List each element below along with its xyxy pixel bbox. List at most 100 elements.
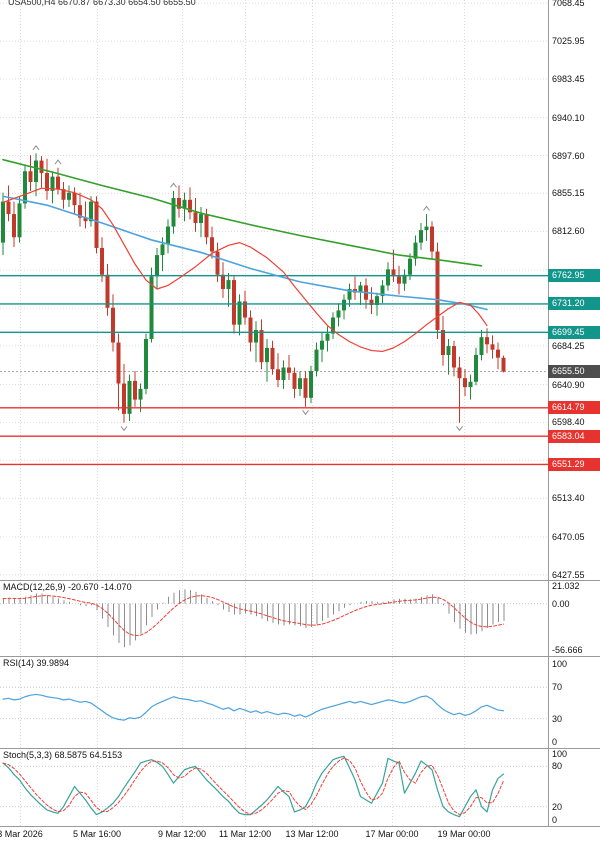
- candle: [259, 330, 264, 363]
- candle: [144, 338, 148, 389]
- candle: [182, 199, 187, 209]
- candle: [309, 371, 313, 398]
- candle: [61, 189, 66, 200]
- candle: [314, 349, 319, 372]
- candle: [276, 369, 280, 380]
- candle: [474, 355, 478, 382]
- candle: [419, 230, 423, 243]
- candle: [160, 244, 165, 256]
- candle: [171, 198, 176, 227]
- candle: [325, 333, 330, 341]
- fractal-arrow-icon: [170, 182, 177, 188]
- candle: [188, 199, 192, 213]
- candle: [105, 274, 110, 308]
- candle: [468, 381, 473, 388]
- candle: [127, 380, 132, 414]
- candle: [435, 251, 440, 331]
- candle: [89, 201, 93, 222]
- candle: [342, 299, 346, 311]
- candle: [45, 173, 49, 191]
- price-layer: [0, 145, 548, 466]
- candle: [56, 176, 60, 190]
- candle: [452, 346, 456, 368]
- candle: [424, 226, 429, 231]
- candle: [138, 388, 143, 400]
- candle: [133, 380, 137, 400]
- candle: [397, 276, 401, 284]
- candle: [270, 347, 275, 370]
- candle: [331, 317, 335, 334]
- candle: [281, 367, 286, 380]
- candle: [111, 307, 115, 343]
- candle: [149, 276, 154, 339]
- fractal-arrow-icon: [456, 426, 463, 432]
- candle: [12, 214, 16, 238]
- candle: [39, 160, 44, 174]
- candle: [226, 280, 231, 290]
- candle: [496, 349, 500, 358]
- fractal-arrow-icon: [120, 426, 128, 432]
- candle: [430, 226, 434, 252]
- candle: [210, 237, 214, 252]
- candle: [369, 299, 374, 306]
- candle: [265, 347, 269, 363]
- candle: [232, 280, 236, 325]
- candle: [292, 372, 297, 389]
- candle: [122, 383, 126, 414]
- candle: [34, 160, 38, 182]
- candle: [116, 342, 121, 384]
- candle: [199, 214, 203, 223]
- indicator-layer: [0, 580, 600, 818]
- candle: [479, 337, 484, 356]
- candle: [221, 274, 225, 290]
- candle: [166, 226, 170, 245]
- candle: [193, 212, 198, 223]
- candle: [237, 301, 242, 325]
- candle: [375, 296, 379, 306]
- candle: [23, 171, 27, 204]
- candle: [17, 203, 22, 238]
- candle: [215, 251, 220, 275]
- candle: [100, 247, 104, 275]
- candle: [408, 258, 412, 275]
- candle: [303, 378, 308, 398]
- candle: [391, 269, 396, 277]
- candle: [320, 340, 324, 350]
- candle: [347, 289, 352, 300]
- candle: [358, 285, 363, 293]
- candle: [298, 378, 302, 389]
- candle: [94, 201, 99, 248]
- candle: [402, 274, 407, 284]
- candle: [287, 367, 291, 373]
- fractal-arrow-icon: [54, 159, 62, 165]
- candle: [204, 214, 209, 238]
- candle: [336, 310, 341, 318]
- candle: [441, 330, 445, 356]
- candle: [501, 357, 506, 372]
- candle: [72, 192, 77, 206]
- fractal-arrow-icon: [32, 145, 40, 151]
- candle: [446, 346, 451, 356]
- candle: [413, 242, 418, 259]
- fractal-arrow-icon: [423, 205, 430, 211]
- candle: [155, 255, 159, 277]
- candle: [243, 301, 247, 318]
- candle: [248, 317, 253, 343]
- candle: [380, 285, 385, 297]
- candle: [177, 198, 181, 209]
- candle: [386, 269, 390, 286]
- fractal-arrow-icon: [302, 410, 309, 416]
- candle: [67, 192, 71, 200]
- candle: [50, 176, 55, 191]
- candle: [463, 378, 467, 388]
- candle: [6, 201, 11, 215]
- candle: [83, 217, 88, 222]
- candle: [254, 330, 258, 343]
- candle: [78, 205, 82, 218]
- candle: [490, 344, 495, 350]
- candle: [457, 367, 462, 379]
- candle: [485, 337, 489, 345]
- candle: [1, 201, 5, 243]
